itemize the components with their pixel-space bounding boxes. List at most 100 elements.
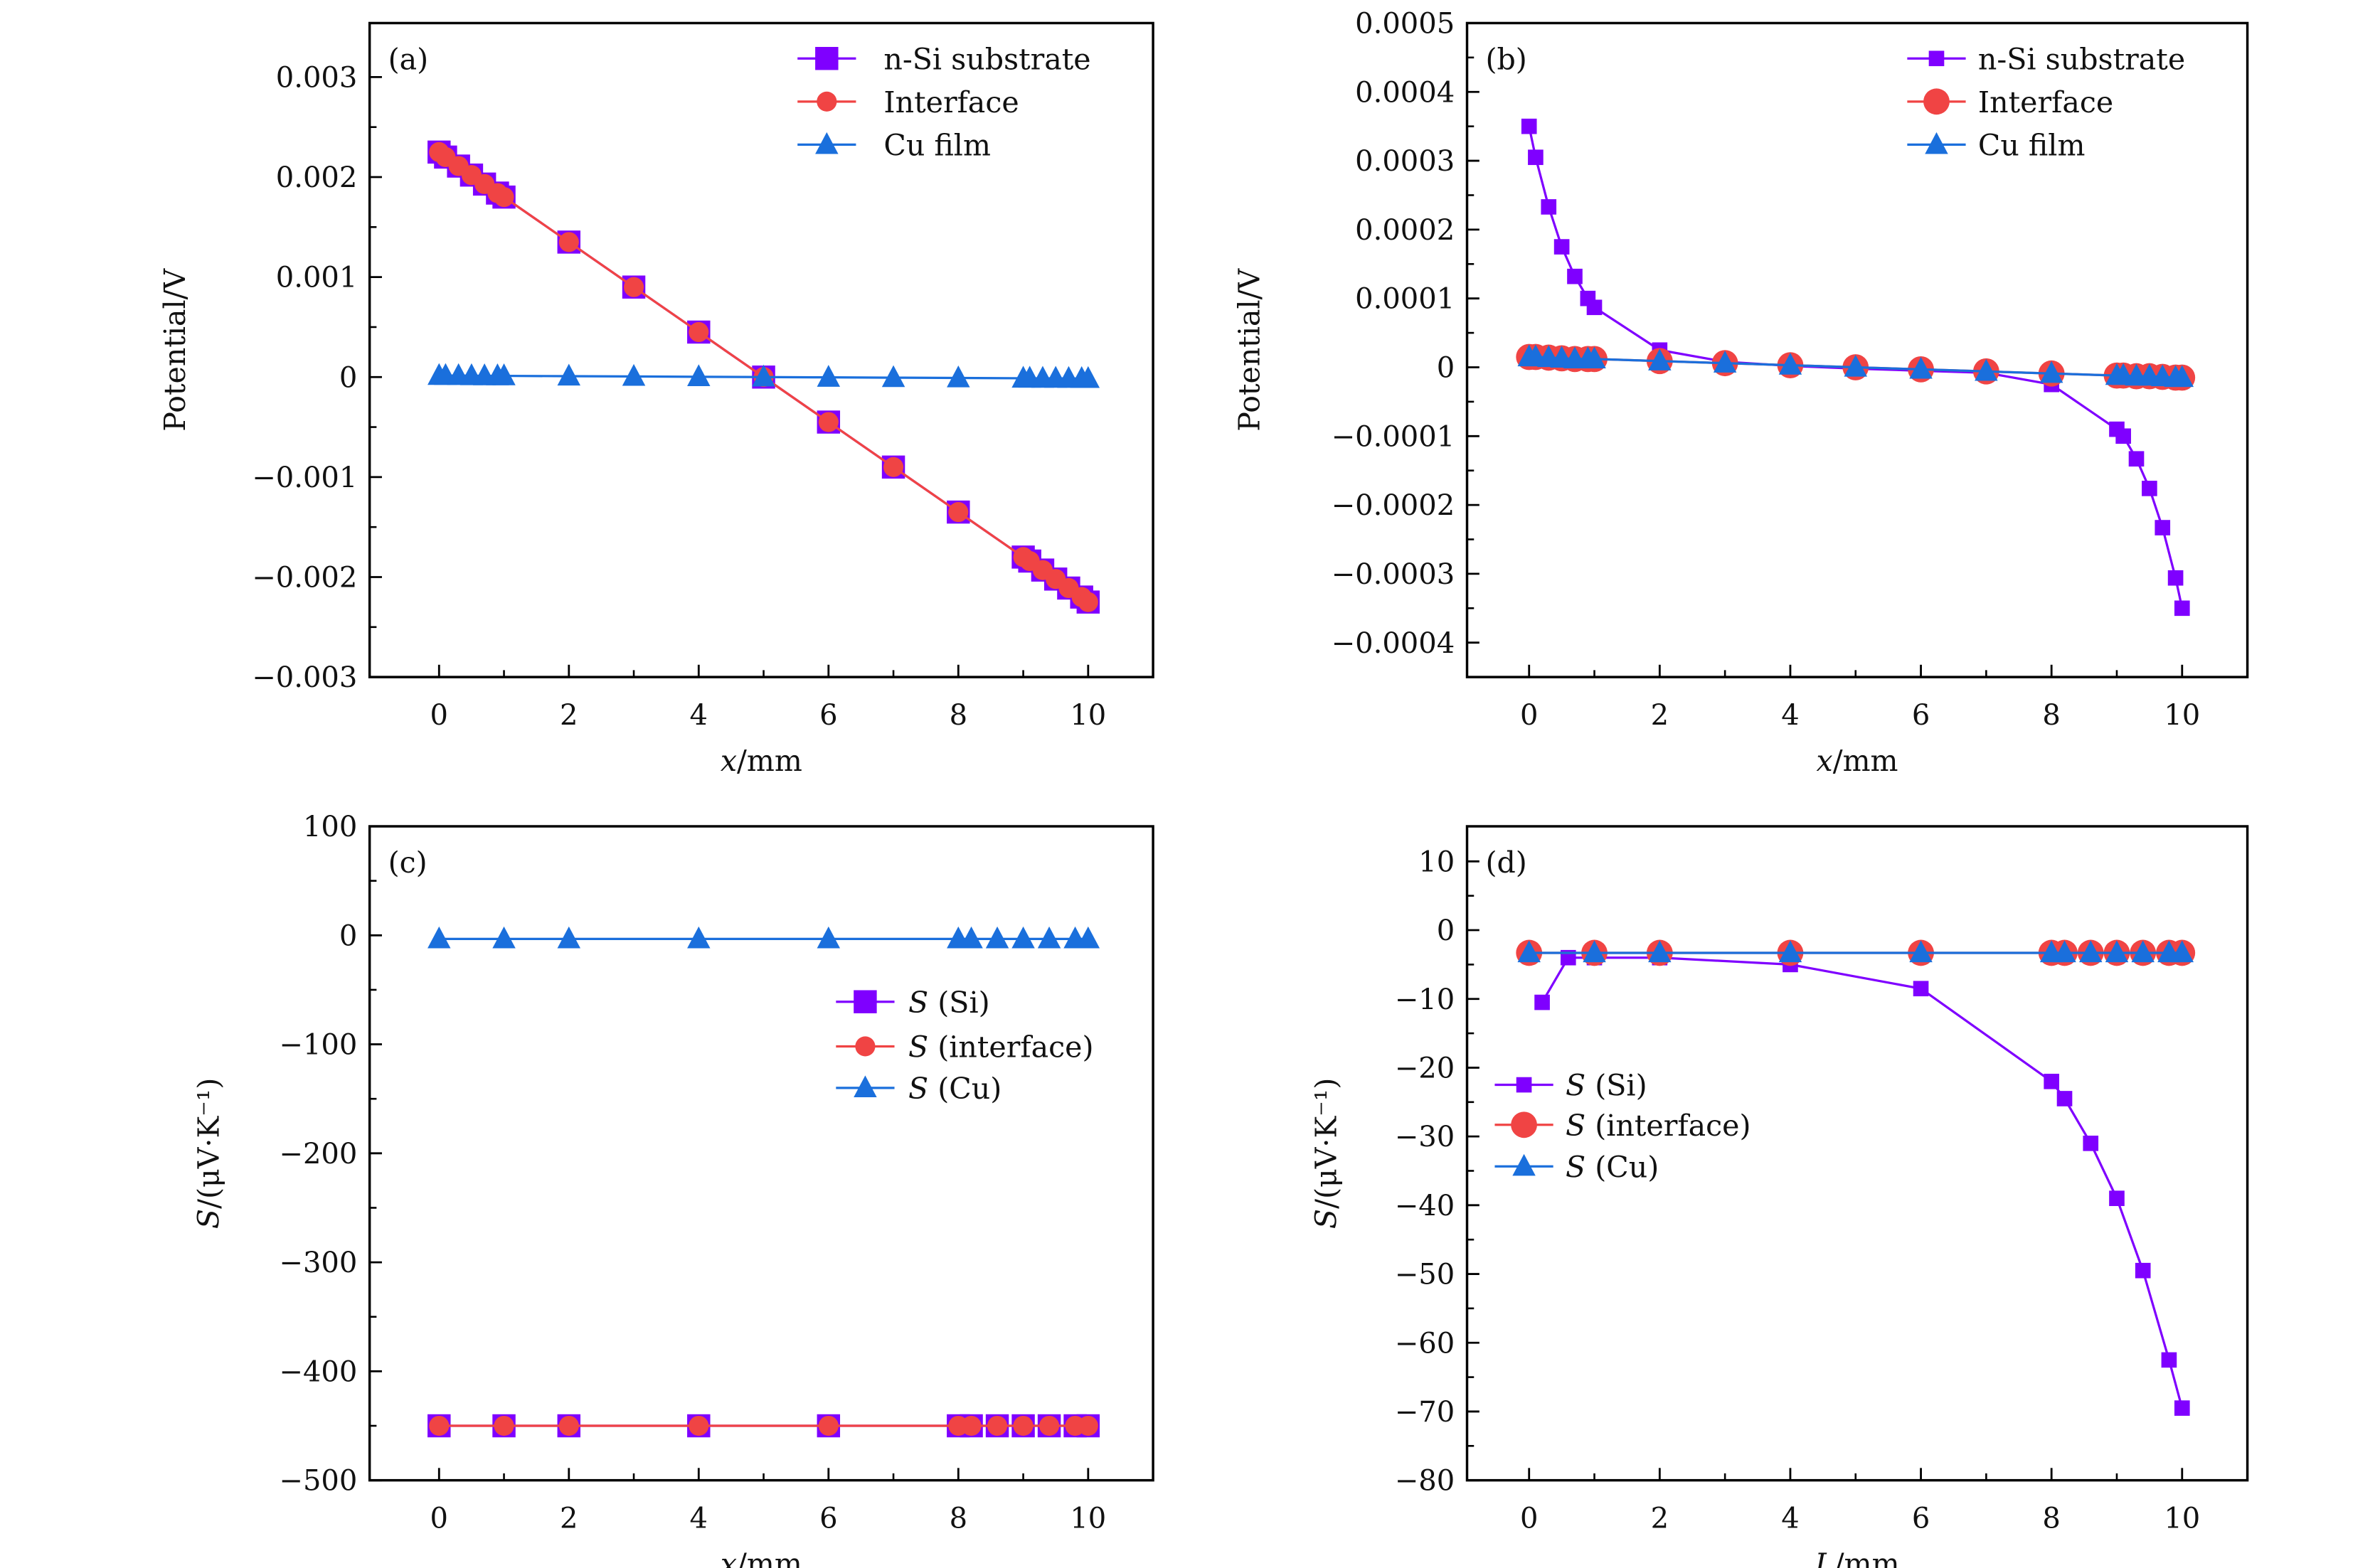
legend-marker-circle — [1511, 1111, 1537, 1138]
legend-label: Interface — [1978, 85, 2113, 119]
data-point-triangle — [1648, 940, 1672, 963]
y-tick-label: 0 — [339, 919, 357, 952]
data-point-triangle — [2131, 940, 2155, 963]
data-point-triangle — [817, 926, 841, 949]
data-point-triangle — [1011, 926, 1035, 949]
label-variable: S — [908, 1030, 928, 1065]
data-point-square — [2167, 570, 2184, 586]
y-tick-label: −50 — [1395, 1259, 1455, 1291]
data-point-circle — [1013, 1415, 1034, 1436]
legend-label: S (Cu) — [1566, 1150, 1659, 1184]
x-axis-label: x/mm — [1817, 744, 1898, 778]
data-point-triangle — [1778, 940, 1802, 963]
data-point-triangle — [1517, 940, 1541, 963]
legend: S (Si)S (interface)S (Cu) — [1494, 1069, 1751, 1184]
x-tick-label: 2 — [560, 1503, 578, 1535]
data-point-circle — [1078, 1415, 1098, 1436]
data-point-triangle — [1037, 926, 1061, 949]
x-tick-label: 10 — [1070, 699, 1106, 732]
legend-marker-circle — [855, 1036, 876, 1057]
label-variable: S — [192, 1209, 226, 1229]
data-point-triangle — [1076, 926, 1100, 949]
data-point-square — [1521, 118, 1537, 134]
legend-marker-triangle — [815, 132, 839, 154]
data-point-triangle — [622, 363, 646, 386]
y-tick-label: −0.002 — [252, 562, 357, 594]
data-point-triangle — [1076, 366, 1100, 388]
y-tick-label: −0.0001 — [1332, 420, 1455, 453]
x-axis-label: x/mm — [721, 1547, 802, 1568]
data-point-triangle — [817, 365, 841, 387]
legend-marker-circle — [817, 91, 837, 112]
y-tick-label: 0.0003 — [1355, 145, 1455, 178]
data-point-square — [2174, 600, 2190, 617]
y-tick-label: −0.001 — [252, 462, 357, 494]
x-tick-label: 8 — [950, 699, 967, 732]
x-axis-label: L/mm — [1814, 1547, 1899, 1568]
x-tick-label: 6 — [819, 1503, 837, 1535]
data-point-square — [1553, 239, 1570, 255]
legend-marker-triangle — [1512, 1153, 1536, 1176]
panel-label: (c) — [388, 846, 427, 880]
x-tick-label: 10 — [2164, 699, 2200, 732]
label-variable: L — [1814, 1547, 1834, 1568]
label-rest: (interface) — [1585, 1109, 1751, 1143]
label-variable: S — [1309, 1209, 1344, 1229]
y-tick-label: −60 — [1395, 1327, 1455, 1360]
data-point-square — [2083, 1135, 2099, 1151]
y-axis-label: S/(μV·K⁻¹) — [1309, 1078, 1344, 1229]
data-point-triangle — [881, 365, 905, 388]
legend: n-Si substrate Interface Cu film — [1907, 42, 2185, 163]
data-point-circle — [558, 232, 579, 252]
data-point-circle — [689, 1415, 709, 1436]
label-variable: x — [721, 744, 737, 778]
x-tick-label: 6 — [819, 699, 837, 732]
plot-frame — [368, 21, 1154, 678]
chart-panel-d: 0 2 4 6 8 10100−10−20−30−40−50−60−70−80L/mmS/… — [1309, 825, 2249, 1568]
x-tick-label: 4 — [690, 699, 708, 732]
series-2 — [427, 363, 1100, 388]
x-tick-label: 4 — [1781, 1503, 1799, 1535]
y-tick-label: 0.001 — [276, 262, 358, 294]
legend-label: S (interface) — [1566, 1109, 1751, 1143]
y-axis-label: S/(μV·K⁻¹) — [192, 1078, 226, 1229]
data-point-square — [2115, 428, 2131, 444]
y-tick-label: −0.0002 — [1332, 489, 1455, 522]
legend-label: Cu film — [1978, 129, 2086, 163]
y-axis-label: Potential/V — [1232, 268, 1266, 432]
x-tick-label: 2 — [1651, 1503, 1669, 1535]
data-point-triangle — [2105, 940, 2129, 963]
data-point-circle — [494, 187, 514, 208]
data-point-triangle — [960, 926, 983, 949]
x-tick-label: 6 — [1912, 699, 1930, 732]
label-variable: S — [908, 986, 928, 1020]
y-tick-label: −30 — [1395, 1121, 1455, 1153]
data-point-triangle — [1844, 354, 1867, 377]
y-tick-label: 0 — [339, 361, 357, 394]
data-point-circle — [987, 1415, 1008, 1436]
data-point-circle — [494, 1415, 514, 1436]
series-1 — [429, 142, 1098, 612]
x-tick-label: 4 — [1781, 699, 1799, 732]
label-rest: /mm — [1833, 744, 1898, 778]
data-point-square — [2056, 1091, 2073, 1106]
legend: n-Si substrate Interface Cu film — [797, 42, 1091, 163]
y-tick-label: 0.002 — [276, 161, 358, 194]
legend-label: Cu film — [883, 129, 991, 163]
y-tick-label: −20 — [1395, 1052, 1455, 1085]
series-2 — [1517, 344, 2194, 388]
x-tick-label: 2 — [560, 699, 578, 732]
data-point-square — [2044, 1073, 2059, 1089]
y-tick-label: −0.003 — [252, 661, 357, 694]
legend-marker-square — [854, 990, 877, 1013]
data-point-triangle — [985, 926, 1009, 949]
legend-marker-square — [815, 46, 839, 70]
data-point-circle — [623, 277, 644, 297]
legend-label: S (Si) — [1566, 1069, 1647, 1103]
label-rest: (Cu) — [1585, 1150, 1659, 1184]
data-point-square — [2135, 1262, 2151, 1279]
y-axis-label: Potential/V — [158, 268, 192, 432]
legend-label: n-Si substrate — [1978, 42, 2185, 76]
data-point-triangle — [1778, 353, 1802, 375]
label-variable: S — [1566, 1109, 1585, 1143]
